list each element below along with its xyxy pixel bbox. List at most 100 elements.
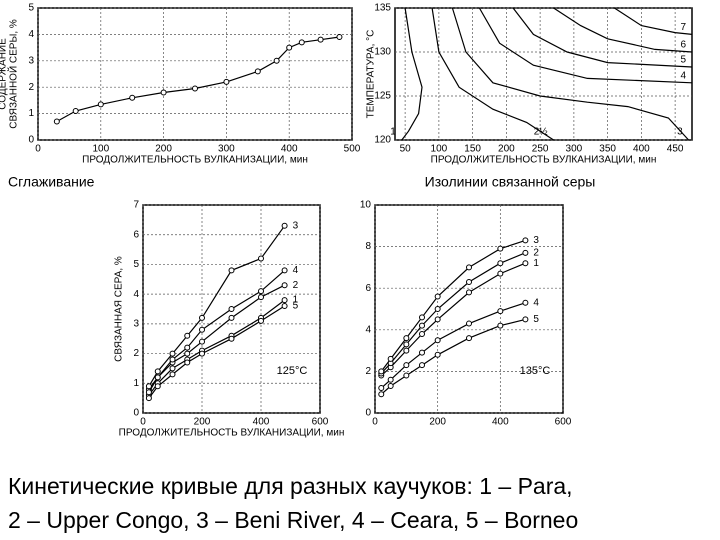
marker — [273, 57, 280, 64]
marker — [199, 326, 205, 333]
marker — [419, 330, 425, 337]
series-label: 6 — [680, 40, 686, 51]
y-tick-label: 1 — [133, 378, 139, 389]
y-tick-label: 125 — [374, 91, 391, 102]
marker — [522, 260, 529, 267]
y-tick-label: 0 — [365, 408, 371, 419]
x-tick-label: 600 — [312, 417, 329, 428]
marker — [522, 237, 529, 244]
y-tick-label: 3 — [28, 55, 34, 66]
series-line — [148, 225, 286, 387]
y-axis-label: ТЕМПЕРАТУРА, °С — [366, 30, 377, 119]
marker — [419, 362, 425, 369]
marker — [199, 314, 205, 321]
marker — [434, 337, 441, 344]
marker — [434, 351, 441, 358]
x-tick-label: 250 — [532, 144, 549, 155]
series-label: 1 — [293, 295, 299, 306]
series-label: 4 — [293, 265, 299, 276]
x-tick-label: 200 — [155, 144, 172, 155]
series-label: 1 — [390, 127, 396, 138]
y-tick-label: 3 — [133, 318, 139, 329]
y-tick-label: 5 — [133, 259, 139, 270]
marker — [154, 383, 161, 390]
x-tick-label: 100 — [431, 144, 448, 155]
x-axis-label: ПРОДОЛЖИТЕЛЬНОСТЬ ВУЛКАНИЗАЦИИ, мин — [431, 155, 657, 166]
marker — [419, 314, 425, 321]
marker — [317, 36, 324, 43]
y-tick-label: 6 — [365, 283, 371, 294]
marker — [434, 306, 441, 312]
marker — [522, 316, 529, 323]
series-label: 7 — [680, 22, 686, 33]
x-axis-label: ПРОДОЛЖИТЕЛЬНОСТЬ ВУЛКАНИЗАЦИИ, мин — [119, 428, 345, 439]
series-line — [451, 7, 690, 141]
series-label: 1 — [533, 258, 539, 269]
series-line — [148, 299, 285, 396]
marker — [466, 289, 472, 296]
series-line — [401, 7, 423, 141]
marker — [223, 78, 230, 85]
marker — [228, 335, 235, 342]
y-tick-label: 10 — [360, 200, 372, 211]
marker — [184, 359, 191, 366]
marker — [466, 264, 472, 271]
marker — [145, 395, 152, 402]
series-label: 2 — [533, 247, 539, 258]
y-tick-label: 2 — [365, 366, 371, 377]
series-line — [380, 318, 526, 395]
marker — [497, 270, 504, 277]
marker — [387, 376, 394, 383]
marker — [387, 382, 394, 389]
marker — [169, 350, 176, 357]
footer-line: 2 – Upper Congo, 3 – Beni River, 4 – Cea… — [8, 507, 578, 533]
x-tick-label: 450 — [667, 144, 684, 155]
series-label: 2 — [293, 280, 299, 291]
y-tick-label: 5 — [28, 3, 34, 14]
x-tick-label: 0 — [35, 144, 41, 155]
series-line — [380, 302, 526, 389]
series-line — [431, 7, 554, 141]
marker — [97, 101, 104, 108]
y-tick-label: 130 — [374, 47, 391, 58]
y-tick-label: 0 — [28, 135, 34, 146]
marker — [522, 299, 529, 306]
x-tick-label: 500 — [344, 144, 361, 155]
x-tick-label: 400 — [492, 417, 509, 428]
marker — [497, 308, 504, 315]
y-tick-label: 4 — [133, 289, 139, 300]
marker — [145, 389, 152, 396]
marker — [403, 347, 410, 354]
y-tick-label: 135 — [374, 3, 391, 14]
x-tick-label: 200 — [498, 144, 515, 155]
marker — [403, 372, 410, 379]
x-axis-label: ПРОДОЛЖИТЕЛЬНОСТЬ ВУЛКАНИЗАЦИИ, мин — [82, 155, 308, 166]
y-tick-label: 4 — [28, 29, 34, 40]
marker — [258, 294, 264, 301]
series-line — [553, 7, 693, 53]
y-tick-label: 120 — [374, 135, 391, 146]
series-line — [614, 7, 693, 35]
series-line — [148, 269, 285, 393]
marker — [497, 245, 504, 252]
caption: Изолинии связанной серы — [425, 174, 596, 190]
marker — [281, 282, 288, 289]
marker — [145, 383, 152, 390]
annotation: 125°С — [277, 365, 308, 377]
series-label: 3 — [533, 235, 539, 246]
y-tick-label: 4 — [365, 324, 371, 335]
series-label: 5 — [680, 55, 686, 66]
marker — [281, 303, 288, 310]
y-axis-label: СВЯЗАННАЯ СЕРА, % — [114, 256, 125, 362]
x-tick-label: 150 — [464, 144, 481, 155]
marker — [403, 362, 410, 369]
y-axis-label: СВЯЗАННОЙ СЕРЫ, % — [7, 19, 20, 129]
series-line — [512, 7, 693, 68]
marker — [387, 355, 394, 362]
x-tick-label: 50 — [400, 144, 412, 155]
x-tick-label: 200 — [194, 417, 211, 428]
marker — [281, 222, 288, 229]
series-label: 3 — [293, 220, 299, 231]
marker — [497, 260, 504, 267]
